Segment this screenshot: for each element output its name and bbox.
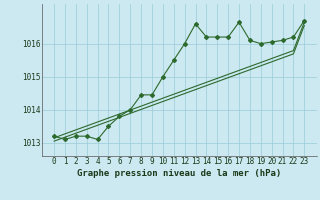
X-axis label: Graphe pression niveau de la mer (hPa): Graphe pression niveau de la mer (hPa) xyxy=(77,169,281,178)
